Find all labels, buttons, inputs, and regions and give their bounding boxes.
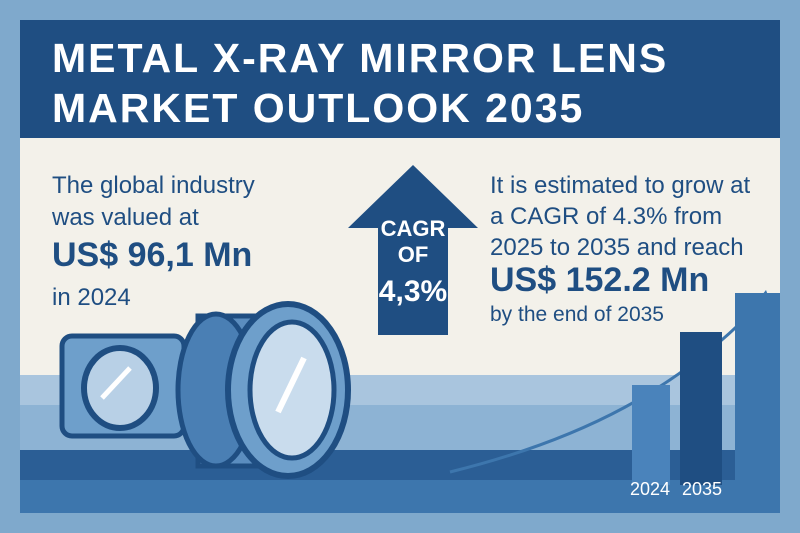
growth-curve-icon <box>449 296 767 474</box>
right-text-line-3: 2025 to 2035 and reach <box>490 234 744 261</box>
cagr-label: CAGR <box>380 216 446 241</box>
bar-a <box>632 385 670 485</box>
value-2035: US$ 152.2 Mn <box>490 261 710 299</box>
arrow-up-icon <box>348 165 478 335</box>
year-label-2024: 2024 <box>630 479 671 499</box>
bar-b <box>680 332 722 485</box>
right-text-line-2: a CAGR of 4.3% from <box>490 203 723 230</box>
cagr-value: 4,3% <box>378 275 448 308</box>
left-text-line-4: in 2024 <box>52 284 131 311</box>
right-text-line-5: by the end of 2035 <box>490 303 664 326</box>
band-bottom <box>20 480 780 513</box>
left-text-line-2: was valued at <box>52 204 199 231</box>
title-line-2: MARKET OUTLOOK 2035 <box>52 85 585 131</box>
title-line-1: METAL X-RAY MIRROR LENS <box>52 35 669 81</box>
bar-c <box>735 293 780 485</box>
right-text-line-1: It is estimated to grow at <box>490 172 751 199</box>
background-illustration <box>20 165 780 513</box>
lens-icon <box>175 301 351 479</box>
cagr-of-label: OF <box>397 242 429 267</box>
infographic-card: METAL X-RAY MIRROR LENS MARKET OUTLOOK 2… <box>20 20 780 513</box>
title-banner: METAL X-RAY MIRROR LENS MARKET OUTLOOK 2… <box>20 20 780 138</box>
value-2024: US$ 96,1 Mn <box>52 236 253 274</box>
year-label-2035: 2035 <box>682 479 723 499</box>
left-text-line-1: The global industry <box>52 172 255 199</box>
